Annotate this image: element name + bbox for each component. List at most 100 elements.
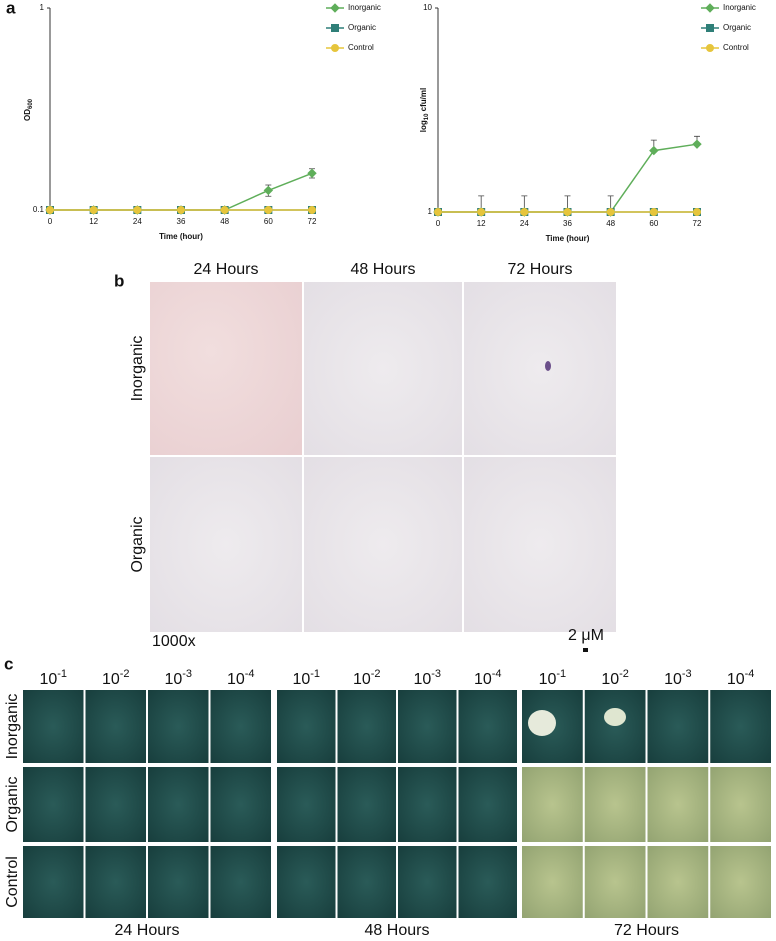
x-tick-label: 12 <box>477 219 486 228</box>
dilution-label: 10-1 <box>292 668 320 688</box>
dilution-label: 10-2 <box>102 668 130 688</box>
colony <box>528 710 556 736</box>
y-axis-label: log10 cfu/ml <box>419 88 429 132</box>
panel-label: a <box>6 0 16 17</box>
plate-image <box>710 690 771 763</box>
row-label: Organic <box>129 516 146 572</box>
y-tick-label: 0.1 <box>33 205 45 214</box>
y-tick-label: 1 <box>40 3 45 12</box>
plate-image <box>337 846 396 918</box>
cell <box>545 361 551 371</box>
point <box>133 206 142 214</box>
plate-image <box>23 767 84 842</box>
y-axis-label-part: log <box>419 120 428 132</box>
x-tick-label: 0 <box>48 217 53 226</box>
plate-image <box>710 767 771 842</box>
dilution-label: 10-3 <box>413 668 441 688</box>
dilution-label: 10-4 <box>227 668 255 688</box>
plate-image <box>647 846 709 918</box>
point <box>649 145 659 156</box>
micrograph <box>304 457 462 632</box>
dilution-base: 10 <box>664 671 682 688</box>
dilution-exponent: -3 <box>431 668 441 680</box>
x-tick-label: 24 <box>133 217 142 226</box>
plate-image <box>522 846 583 918</box>
legend-marker <box>330 3 340 13</box>
scale-bar <box>583 648 588 652</box>
legend-label: Inorganic <box>723 3 756 12</box>
group-label: 72 Hours <box>614 922 679 939</box>
colony <box>604 708 626 726</box>
series-line <box>50 172 313 211</box>
x-tick-label: 0 <box>436 219 441 228</box>
plate-image <box>23 846 84 918</box>
dilution-exponent: -2 <box>120 668 130 680</box>
legend-marker <box>706 24 714 32</box>
dilution-exponent: -1 <box>57 668 67 680</box>
group-label: 48 Hours <box>365 922 430 939</box>
legend-marker <box>331 44 339 52</box>
point <box>520 208 529 216</box>
dilution-exponent: -2 <box>371 668 381 680</box>
row-label: Inorganic <box>129 336 146 402</box>
plate-image <box>337 690 396 763</box>
plate-image <box>210 767 271 842</box>
micrograph <box>150 282 302 455</box>
dilution-label: 10-1 <box>539 668 567 688</box>
dilution-label: 10-2 <box>353 668 381 688</box>
legend-label: Inorganic <box>348 3 381 12</box>
dilution-exponent: -4 <box>492 668 502 680</box>
micrograph <box>150 457 302 632</box>
plate-image <box>23 690 84 763</box>
plate-image <box>398 767 457 842</box>
point <box>89 206 98 214</box>
legend-label: Control <box>723 43 749 52</box>
plate-image <box>458 846 517 918</box>
plate-image <box>647 767 709 842</box>
plate-image <box>148 690 209 763</box>
point <box>46 206 54 214</box>
x-tick-label: 12 <box>89 217 98 226</box>
dilution-base: 10 <box>413 671 431 688</box>
dilution-base: 10 <box>601 671 619 688</box>
x-tick-label: 48 <box>606 219 615 228</box>
dilution-base: 10 <box>727 671 745 688</box>
dilution-exponent: -4 <box>745 668 755 680</box>
column-header: 48 Hours <box>351 261 416 278</box>
dilution-base: 10 <box>227 671 245 688</box>
dilution-base: 10 <box>474 671 492 688</box>
dilution-base: 10 <box>292 671 310 688</box>
legend-label: Control <box>348 43 374 52</box>
x-tick-label: 72 <box>308 217 317 226</box>
y-axis-label-part: OD <box>23 109 32 121</box>
x-tick-label: 24 <box>520 219 529 228</box>
y-axis-label-part: 10 <box>424 113 430 120</box>
point <box>177 206 185 214</box>
dilution-label: 10-2 <box>601 668 629 688</box>
legend-label: Organic <box>723 23 751 32</box>
y-axis-label-part: 600 <box>28 98 34 109</box>
point <box>606 208 615 216</box>
x-tick-label: 48 <box>220 217 229 226</box>
plate-image <box>148 767 209 842</box>
dilution-base: 10 <box>102 671 120 688</box>
plate-image <box>277 690 336 763</box>
y-tick-label: 1 <box>428 207 433 216</box>
dilution-base: 10 <box>164 671 182 688</box>
x-tick-label: 72 <box>693 219 702 228</box>
dilution-base: 10 <box>39 671 57 688</box>
plate-image <box>710 846 771 918</box>
point <box>434 208 442 216</box>
dilution-label: 10-1 <box>39 668 67 688</box>
column-header: 72 Hours <box>508 261 573 278</box>
x-tick-label: 36 <box>563 219 572 228</box>
y-axis-label-part: cfu/ml <box>419 88 428 114</box>
point <box>263 185 274 196</box>
plate-image <box>398 846 457 918</box>
point <box>649 208 658 216</box>
plate-image <box>277 767 336 842</box>
dilution-exponent: -3 <box>182 668 192 680</box>
dilution-base: 10 <box>539 671 557 688</box>
panel-label: c <box>4 654 13 673</box>
